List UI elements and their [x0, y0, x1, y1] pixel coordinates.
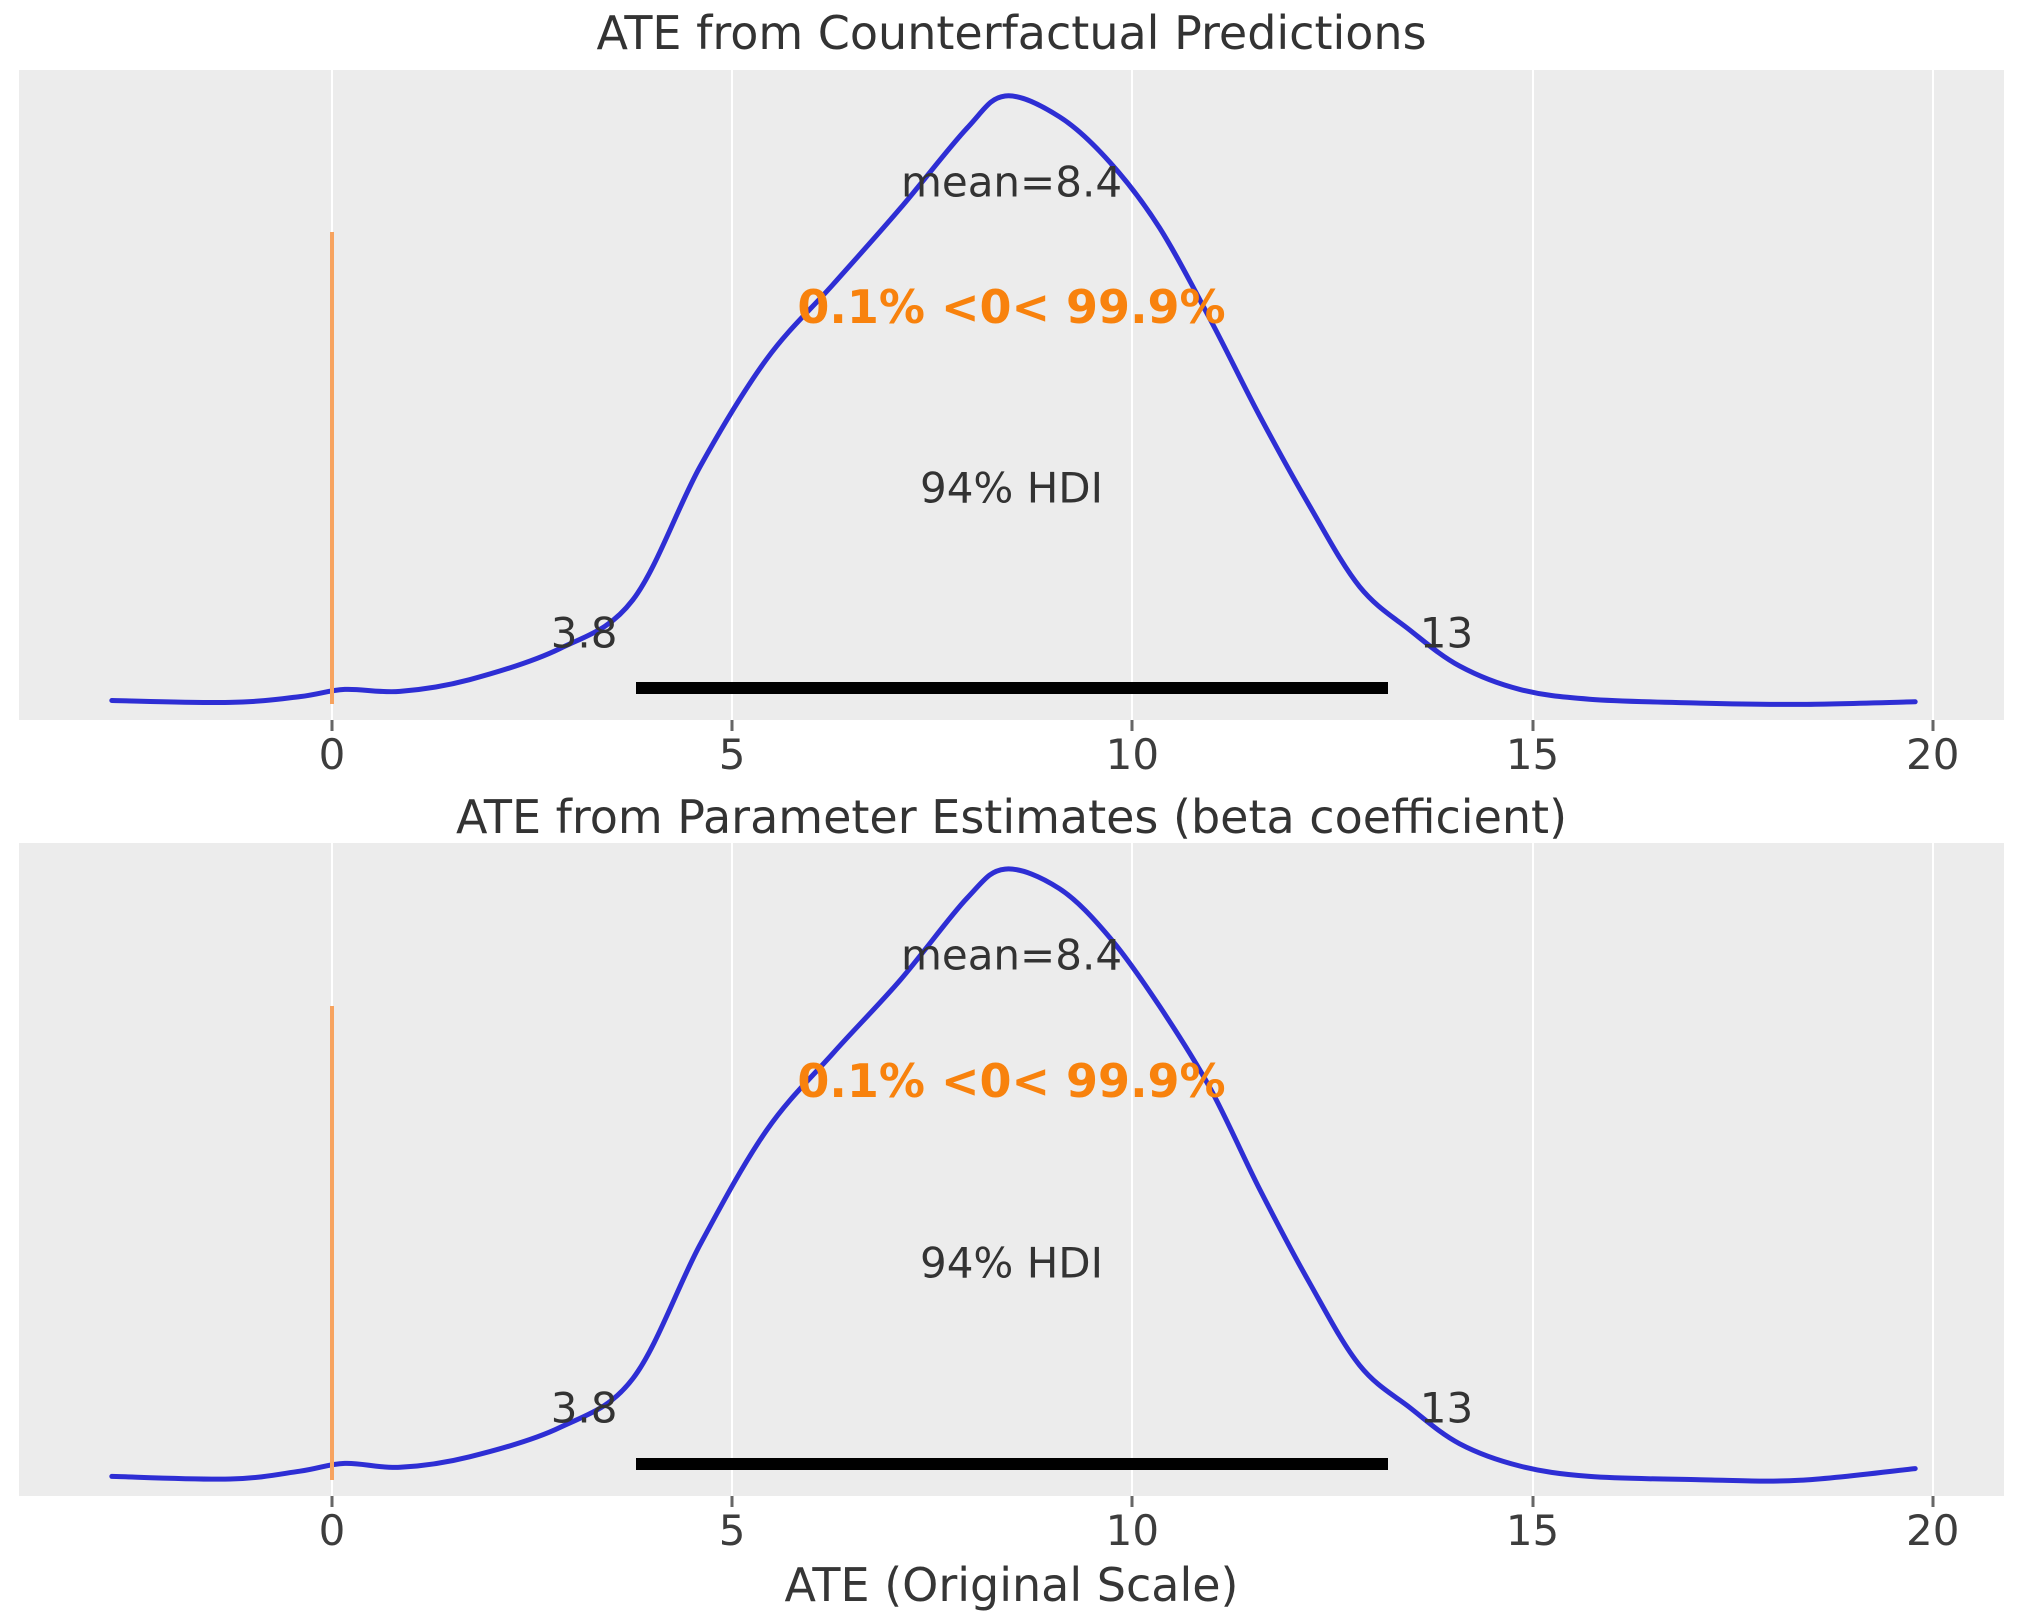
reference-value-line: [329, 231, 334, 704]
x-gridline: [1531, 843, 1534, 1496]
x-axis-label: ATE (Original Scale): [784, 1558, 1239, 1612]
x-gridline: [1931, 70, 1934, 720]
hdi-interval-bar: [636, 1458, 1389, 1471]
x-tick-mark: [330, 720, 334, 731]
x-gridline: [1131, 70, 1134, 720]
panel-title-bottom: ATE from Parameter Estimates (beta coeff…: [455, 790, 1568, 844]
panel-title-top: ATE from Counterfactual Predictions: [596, 6, 1427, 60]
x-tick-label: 15: [1505, 1506, 1560, 1555]
ref-probability-annotation: 0.1% <0< 99.9%: [797, 280, 1226, 335]
kde-curve-path: [109, 93, 1918, 707]
x-gridline: [1931, 843, 1934, 1496]
x-tick-mark: [730, 1496, 734, 1507]
mean-annotation: mean=8.4: [900, 157, 1123, 207]
x-tick-mark: [1531, 720, 1535, 731]
hdi-upper-label: 13: [1419, 1383, 1474, 1433]
mean-annotation: mean=8.4: [900, 930, 1123, 980]
x-tick-label: 0: [318, 1506, 346, 1555]
x-gridline: [731, 843, 734, 1496]
x-tick-label: 20: [1906, 730, 1960, 779]
kde-curve: [109, 93, 1918, 707]
x-gridline: [1131, 843, 1134, 1496]
hdi-title-annotation: 94% HDI: [919, 463, 1104, 513]
kde-curve: [109, 866, 1918, 1484]
x-tick-label: 5: [718, 1506, 746, 1555]
hdi-interval-bar: [636, 682, 1389, 695]
x-tick-mark: [1531, 1496, 1535, 1507]
x-tick-mark: [730, 720, 734, 731]
x-tick-mark: [1931, 720, 1935, 731]
hdi-title-annotation: 94% HDI: [919, 1238, 1104, 1288]
x-tick-label: 10: [1105, 730, 1160, 779]
hdi-upper-label: 13: [1419, 608, 1474, 658]
hdi-lower-label: 3.8: [550, 1383, 618, 1433]
x-gridline: [731, 70, 734, 720]
x-tick-mark: [1130, 1496, 1134, 1507]
ref-probability-annotation: 0.1% <0< 99.9%: [797, 1054, 1226, 1109]
x-tick-mark: [1931, 1496, 1935, 1507]
x-tick-mark: [1130, 720, 1134, 731]
x-tick-label: 20: [1906, 1506, 1960, 1555]
x-tick-mark: [330, 1496, 334, 1507]
hdi-lower-label: 3.8: [550, 608, 618, 658]
x-tick-label: 10: [1105, 1506, 1160, 1555]
x-tick-label: 5: [718, 730, 746, 779]
x-tick-label: 0: [318, 730, 346, 779]
plot-area-top: mean=8.4 0.1% <0< 99.9% 94% HDI 3.8 13 0…: [19, 70, 2004, 776]
kde-curve-path: [109, 866, 1918, 1484]
x-gridline: [1531, 70, 1534, 720]
plot-area-bottom: mean=8.4 0.1% <0< 99.9% 94% HDI 3.8 13 0…: [19, 843, 2004, 1552]
x-tick-label: 15: [1505, 730, 1560, 779]
reference-value-line: [329, 1005, 334, 1480]
